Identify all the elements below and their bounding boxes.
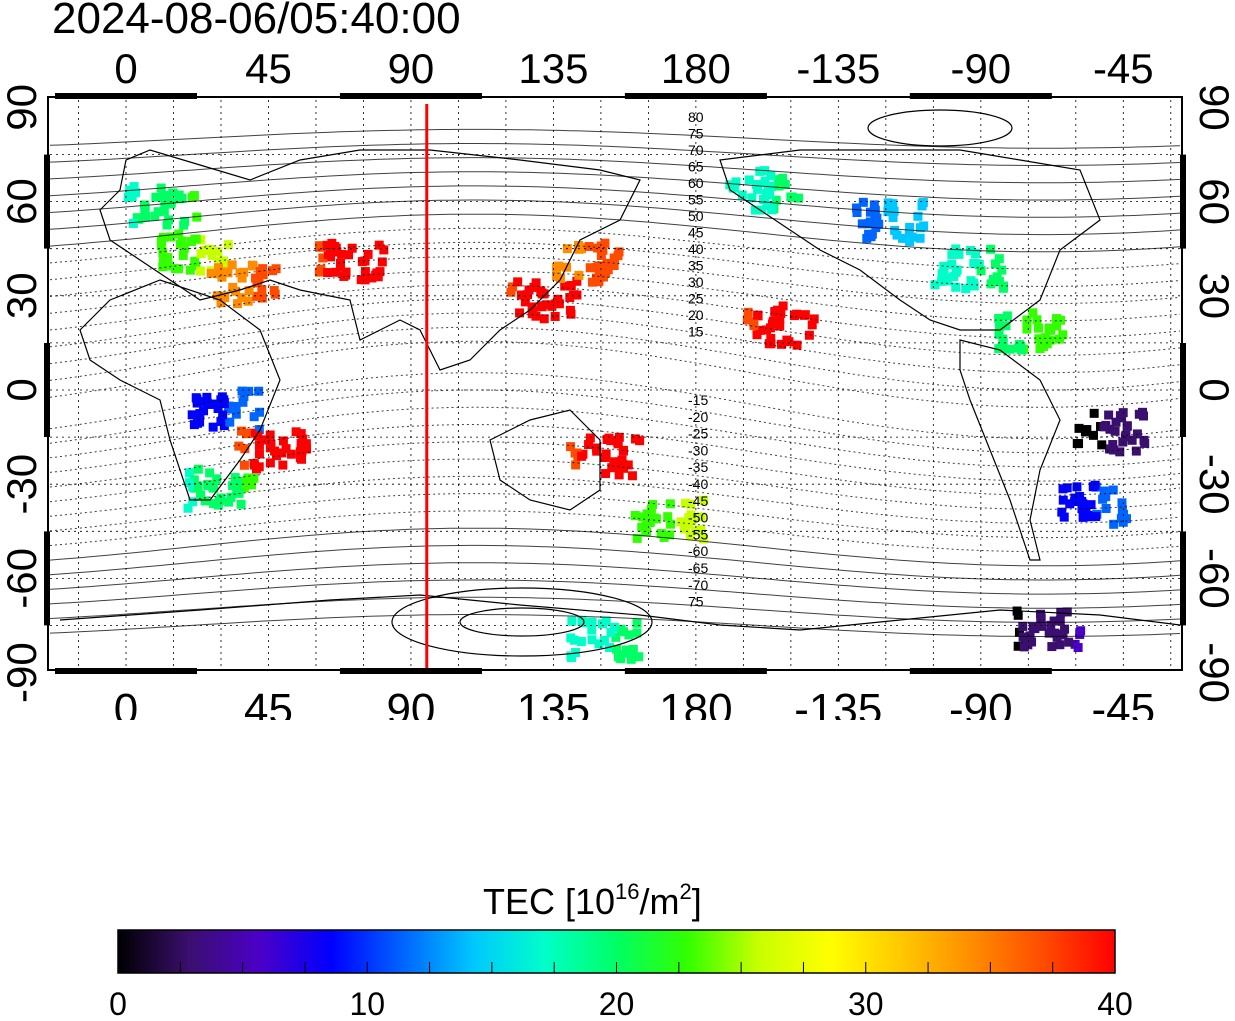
lat-tick-label-left: 30 (0, 272, 45, 319)
coastline (719, 149, 1101, 331)
contour-label: -70 (688, 577, 708, 593)
tec-patch (506, 276, 582, 324)
contour-label: 25 (688, 291, 704, 307)
lat-tick-label-right: 30 (1191, 272, 1235, 319)
contour-label: 20 (688, 307, 704, 323)
lon-tick-label-top: 135 (518, 45, 588, 92)
contour-label: 40 (688, 241, 704, 257)
tec-patch (566, 616, 644, 664)
lat-tick-label-left: -30 (0, 454, 45, 515)
magnetic-latitude-contours (49, 109, 1181, 657)
lat-tick-label-right: 90 (1191, 84, 1235, 131)
contour-label: 35 (688, 258, 704, 274)
contour-label: -20 (688, 409, 708, 425)
lon-tick-label-bottom: -45 (1091, 685, 1155, 720)
tec-patch (314, 238, 389, 285)
contour-label: -25 (688, 426, 708, 442)
lat-tick-label-left: 0 (0, 378, 45, 401)
contour-label: 50 (688, 208, 704, 224)
colorbar-tick-label: 20 (599, 986, 635, 1021)
colorbar-tick-label: 40 (1097, 986, 1133, 1021)
tec-data-layer (123, 166, 1150, 664)
colorbar-tick-label: 30 (848, 986, 884, 1021)
lat-tick-label-right: -60 (1191, 548, 1235, 609)
lon-tick-label-top: -90 (950, 45, 1011, 92)
lon-tick-label-top: 90 (388, 45, 435, 92)
coastline (489, 409, 601, 511)
lat-tick-label-left: -60 (0, 548, 45, 609)
tec-map: 0045459090135135180180-135-135-90-90-45-… (0, 45, 1235, 720)
contour-label: -35 (688, 459, 708, 475)
tec-patch (566, 432, 645, 481)
lon-tick-label-top: -45 (1093, 45, 1154, 92)
contour-labels: 8075706560555045403530252015-15-20-25-30… (688, 109, 708, 610)
contour-label: -55 (688, 526, 708, 542)
tec-patch (206, 260, 281, 309)
map-grid (50, 100, 1180, 668)
contour-label: 30 (688, 274, 704, 290)
lon-tick-label-bottom: 0 (114, 685, 138, 720)
lon-tick-label-top: 180 (661, 45, 731, 92)
tec-patch (234, 426, 312, 474)
tec-patch (1057, 480, 1131, 529)
timestamp-title: 2024-08-06/05:40:00 (52, 0, 461, 43)
lon-tick-label-bottom: -135 (794, 685, 882, 720)
contour-label: 65 (688, 159, 704, 175)
lat-tick-label-left: 60 (0, 178, 45, 225)
contour-label: -15 (688, 392, 708, 408)
coastline (959, 339, 1061, 561)
tec-patch (852, 197, 929, 246)
tec-patch (930, 244, 1008, 294)
contour-label: 80 (688, 109, 704, 125)
lat-tick-label-right: -30 (1191, 454, 1235, 515)
contour-label: 75 (688, 594, 704, 610)
tec-patch (183, 464, 259, 513)
contour-label: 15 (688, 324, 704, 340)
contour-label: -60 (688, 543, 708, 559)
contour-label: 45 (688, 225, 704, 241)
contour-label: 60 (688, 175, 704, 191)
colorbar-gradient (117, 929, 1116, 974)
tec-patch (725, 166, 804, 215)
contour-label: 75 (688, 126, 704, 142)
coastline (59, 594, 1181, 631)
colorbar-tick-label: 0 (109, 986, 127, 1021)
colorbar-tick-label: 10 (349, 986, 385, 1021)
tec-patch (994, 308, 1068, 355)
contour-label: 55 (688, 192, 704, 208)
frame-tick-bars (44, 93, 1186, 674)
lat-tick-label-right: 60 (1191, 178, 1235, 225)
colorbar-ticks: 0 10 20 30 40 (109, 962, 1133, 1021)
contour-label: -45 (688, 493, 708, 509)
lon-tick-label-top: -135 (796, 45, 880, 92)
lon-tick-label-top: 0 (114, 45, 137, 92)
contour-label: -30 (688, 442, 708, 458)
lat-tick-label-left: 90 (0, 84, 45, 131)
contour-label: -65 (688, 560, 708, 576)
axis-labels: 0045459090135135180180-135-135-90-90-45-… (0, 45, 1235, 720)
lon-tick-label-bottom: 90 (386, 685, 435, 720)
lat-tick-label-right: 0 (1191, 378, 1235, 401)
contour-label: -50 (688, 510, 708, 526)
contour-label: 70 (688, 142, 704, 158)
lon-tick-label-bottom: 135 (517, 685, 590, 720)
lon-tick-label-top: 45 (245, 45, 292, 92)
coastline (99, 149, 641, 371)
tec-patch (630, 495, 709, 544)
coastline (79, 279, 281, 501)
lat-tick-label-left: -90 (0, 642, 45, 703)
lon-tick-label-bottom: 180 (659, 685, 732, 720)
lon-tick-label-bottom: 45 (244, 685, 293, 720)
lat-tick-label-right: -90 (1191, 642, 1235, 703)
lon-tick-label-bottom: -90 (949, 685, 1013, 720)
tec-patch (742, 301, 819, 350)
tec-patch (187, 386, 264, 435)
colorbar-title: TEC [1016/m2] (483, 879, 702, 922)
coastline-outlines (59, 149, 1181, 631)
tec-patch (156, 229, 233, 276)
contour-label: -40 (688, 476, 708, 492)
